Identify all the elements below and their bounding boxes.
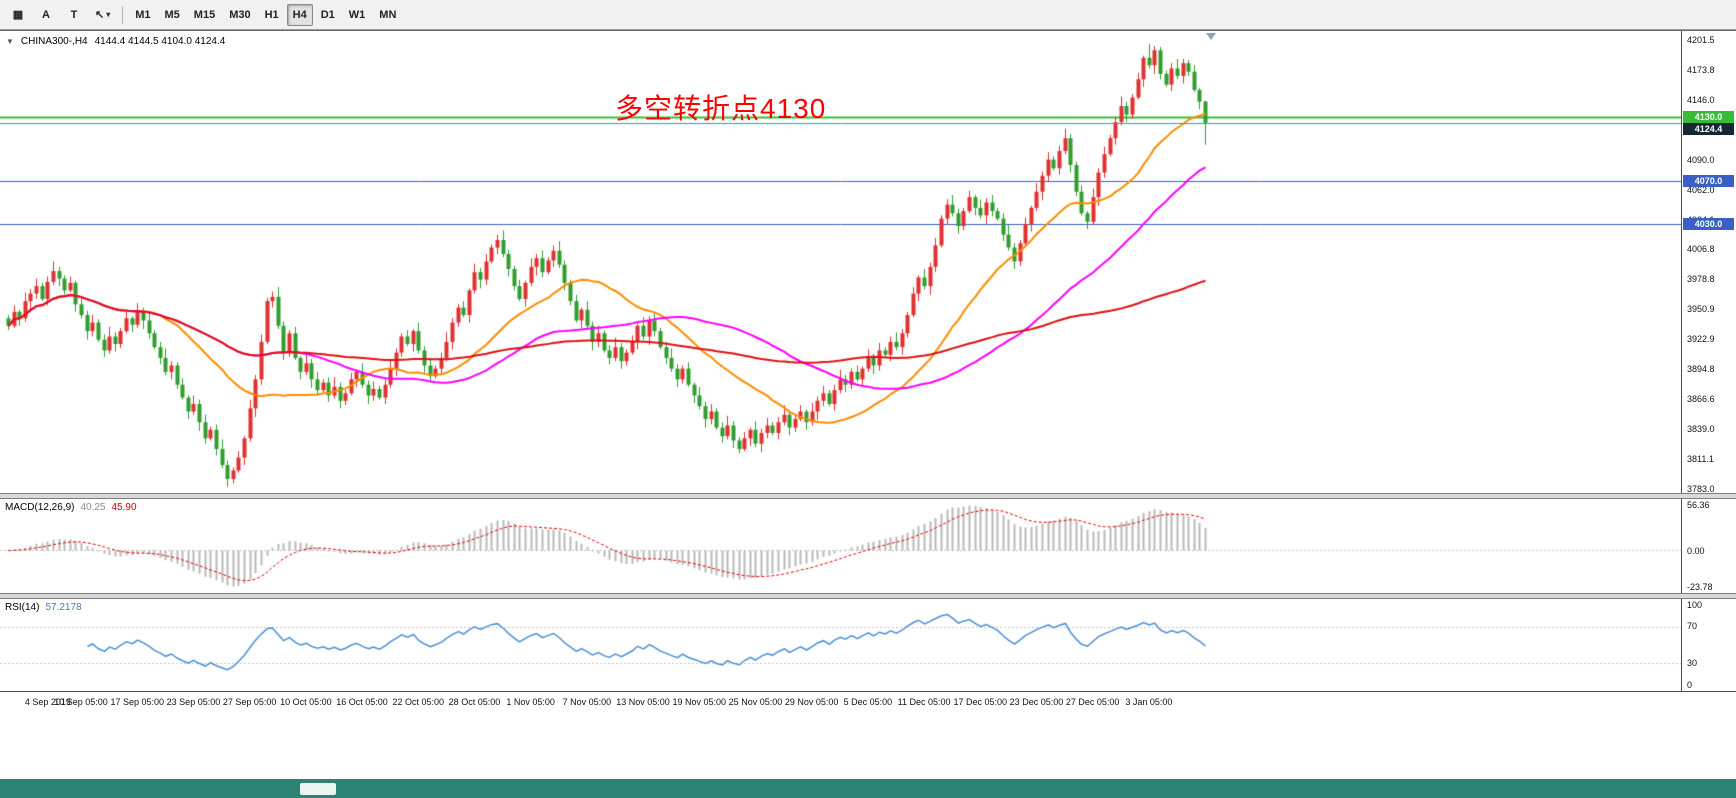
price-axis[interactable]: 4201.54173.84146.04118.14090.04062.04034… [1681,31,1736,494]
macd-axis-zero: 0.00 [1687,545,1705,556]
macd-axis-min: -23.78 [1687,582,1713,592]
macd-axis-max: 56.36 [1687,500,1710,510]
timeframe-h1[interactable]: H1 [259,4,285,26]
price-tick-label: 3978.8 [1687,273,1715,284]
price-tick-label: 4090.0 [1687,154,1715,165]
rsi-axis-0: 0 [1687,680,1693,690]
rsi-axis[interactable]: 100 70 30 0 [1681,599,1736,691]
timeframe-w1[interactable]: W1 [343,4,372,26]
rsi-axis-100: 100 [1687,600,1703,610]
timeframe-m1[interactable]: M1 [129,4,156,26]
time-axis-label: 3 Jan 05:00 [1125,697,1173,707]
chevron-down-icon[interactable]: ▼ [6,37,14,46]
price-tick-label: 3894.8 [1687,363,1715,374]
time-axis-label: 27 Dec 05:00 [1065,697,1120,707]
font-a-button[interactable]: A [33,4,59,26]
rsi-value: 57.2178 [45,602,82,613]
price-tick-label: 3811.1 [1687,453,1714,464]
timeframe-buttons: M1 M5 M15 M30 H1 H4 D1 W1 MN [128,3,403,26]
time-axis-label: 28 Oct 05:00 [448,697,501,707]
time-axis-label: 7 Nov 05:00 [562,697,612,707]
macd-canvas[interactable] [0,499,1681,593]
main-chart-panel: ▼ CHINA300-,H4 4144.4 4144.5 4104.0 4124… [0,31,1736,494]
price-tick-label: 4173.8 [1687,64,1715,75]
dropdown-arrow-icon: ▾ [106,10,111,19]
window-background [0,713,1736,779]
bottom-taskbar [0,779,1736,798]
toolbar-separator [122,5,124,24]
timeframe-m5[interactable]: M5 [159,4,186,26]
price-tick-label: 3950.9 [1687,303,1715,314]
symbol-label: CHINA300-,H4 [20,36,88,47]
time-axis-label: 4 Sep 2019 [24,697,71,707]
price-tag-4130: 4130.0 [1683,110,1734,123]
macd-name: MACD(12,26,9) [5,502,75,513]
price-tick-label: 3783.0 [1687,483,1715,494]
price-tick-label: 4146.0 [1687,94,1715,105]
price-tick-label: 4006.8 [1687,243,1715,254]
rsi-canvas[interactable] [0,599,1681,691]
time-axis-label: 27 Sep 05:00 [222,697,277,707]
time-axis-label: 1 Nov 05:00 [506,697,555,707]
price-tick-label: 3839.0 [1687,423,1715,434]
time-axis-label: 25 Nov 05:00 [728,697,783,707]
chart-window: ▼ CHINA300-,H4 4144.4 4144.5 4104.0 4124… [0,30,1736,713]
rsi-label: RSI(14) 57.2178 [5,602,82,613]
price-tag-4030: 4030.0 [1683,217,1734,230]
rsi-name: RSI(14) [5,602,40,613]
timeframe-m15[interactable]: M15 [188,4,221,26]
panel-splitter-1[interactable] [0,493,1736,499]
current-price-tag: 4124.4 [1683,122,1734,135]
time-axis-label: 23 Sep 05:00 [166,697,221,707]
time-axis-label: 13 Nov 05:00 [616,697,670,707]
macd-signal-value: 45.90 [111,502,137,513]
text-label-button[interactable]: T [61,4,87,26]
time-axis-label: 16 Oct 05:00 [336,697,388,707]
time-axis-label: 23 Dec 05:00 [1009,697,1064,707]
time-axis-label: 22 Oct 05:00 [392,697,445,707]
main-chart-canvas[interactable] [0,31,1681,493]
grid-icon[interactable]: ▦ [5,4,31,26]
timeframe-m30[interactable]: M30 [223,4,256,26]
time-axis-label: 5 Dec 05:00 [843,697,893,707]
price-tick-label: 4201.5 [1687,35,1715,46]
rsi-axis-30: 30 [1687,658,1698,668]
timeframe-h4[interactable]: H4 [286,3,313,26]
chart-annotation-text[interactable]: 多空转折点4130 [615,93,827,124]
macd-main-value: 40.25 [80,502,106,513]
time-axis[interactable]: 4 Sep 2019 10 Sep 05:00 17 Sep 05:00 23 Sep… [0,691,1736,713]
timeframe-d1[interactable]: D1 [315,4,341,26]
time-axis-label: 11 Dec 05:00 [897,697,951,707]
macd-label: MACD(12,26,9) 40.25 45.90 [5,502,137,513]
time-axis-label: 10 Oct 05:00 [280,697,332,707]
ohlc-values: 4144.4 4144.5 4104.0 4124.4 [94,36,226,47]
time-axis-label: 17 Sep 05:00 [110,697,165,707]
tool-buttons: ▦ A T ↖ ▾ [4,4,117,26]
time-axis-label: 29 Nov 05:00 [784,697,839,707]
time-axis-label: 17 Dec 05:00 [953,697,1008,707]
price-tick-label: 4062.0 [1687,184,1715,195]
main-toolbar: ▦ A T ↖ ▾ M1 M5 M15 M30 H1 H4 D1 W1 MN [0,0,1736,30]
price-tick-label: 3922.9 [1687,333,1715,344]
time-axis-label: 10 Sep 05:00 [54,697,108,707]
price-tick-label: 3866.6 [1687,394,1715,405]
macd-axis[interactable]: 56.36 0.00 -23.78 [1681,499,1736,593]
rsi-axis-70: 70 [1687,621,1698,631]
chart-header: ▼ CHINA300-,H4 4144.4 4144.5 4104.0 4124… [6,36,225,47]
timeframe-mn[interactable]: MN [373,4,402,26]
rsi-panel: RSI(14) 57.2178 100 70 30 0 [0,599,1736,691]
macd-panel: MACD(12,26,9) 40.25 45.90 56.36 0.00 -23… [0,499,1736,593]
cursor-button[interactable]: ↖ ▾ [89,4,116,26]
time-axis-label: 19 Nov 05:00 [672,697,727,707]
price-tag-4070: 4070.0 [1683,175,1734,188]
taskbar-item[interactable] [300,783,336,795]
panel-splitter-2[interactable] [0,593,1736,599]
chart-shift-marker[interactable] [1206,33,1216,40]
